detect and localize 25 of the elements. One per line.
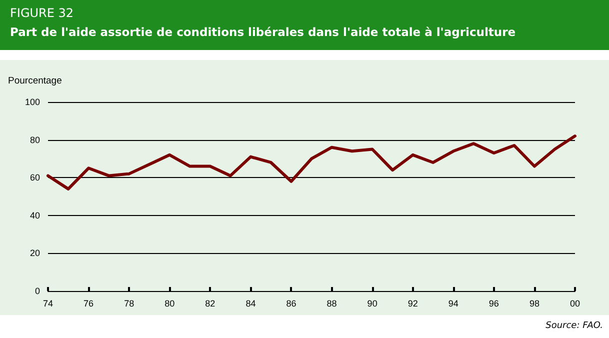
x-tick-label: 98 bbox=[529, 298, 540, 308]
y-tick-label: 100 bbox=[24, 97, 40, 107]
x-tick-label: 92 bbox=[408, 298, 418, 308]
y-tick-label: 0 bbox=[34, 286, 40, 296]
y-tick-label: 80 bbox=[30, 134, 40, 145]
x-tick-label: 76 bbox=[84, 298, 94, 308]
y-tick-label: 40 bbox=[30, 210, 40, 220]
chart-subtitle: Part de l'aide assortie de conditions libérales dans l'aide totale à l'agriculture bbox=[10, 25, 516, 39]
x-tick-label: 78 bbox=[124, 298, 134, 308]
source-note: Source: FAO. bbox=[546, 321, 603, 331]
y-tick-label: 20 bbox=[30, 248, 40, 258]
x-tick-label: 90 bbox=[367, 298, 378, 308]
x-tick-label: 88 bbox=[326, 298, 337, 308]
x-tick-label: 84 bbox=[246, 298, 256, 308]
x-tick-label: 86 bbox=[286, 298, 296, 308]
chart-title: FIGURE 32 bbox=[10, 6, 74, 20]
y-tick-label: 60 bbox=[30, 172, 40, 183]
y-axis-title: Pourcentage bbox=[8, 76, 62, 86]
x-tick-label: 96 bbox=[488, 298, 499, 308]
x-tick-label: 80 bbox=[164, 298, 175, 308]
line-series bbox=[46, 134, 576, 190]
x-tick-label: 00 bbox=[570, 298, 580, 308]
x-tick-label: 74 bbox=[42, 298, 54, 308]
x-tick-label: 94 bbox=[448, 298, 458, 308]
x-tick-label: 82 bbox=[205, 298, 216, 308]
